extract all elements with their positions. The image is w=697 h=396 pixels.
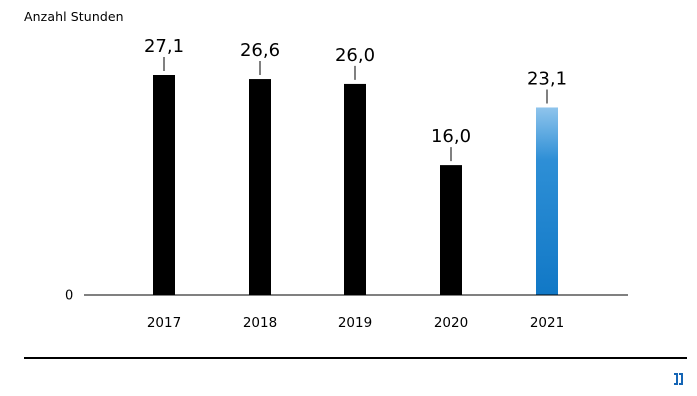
bar-2019 [344, 83, 366, 295]
bar-2021 [536, 107, 558, 296]
value-label-2021: 23,1 [527, 68, 567, 89]
bracket-icon [674, 373, 683, 385]
bar-2018 [249, 79, 271, 295]
bars-group [153, 75, 558, 296]
value-labels-group: 27,1 26,6 26,0 16,0 23,1 [144, 36, 567, 147]
leader-lines-group [163, 57, 548, 162]
y-axis-label: Anzahl Stunden [24, 9, 124, 24]
value-label-2019: 26,0 [335, 45, 375, 66]
x-tick-label-2017: 2017 [147, 315, 181, 331]
y-tick-label-0: 0 [65, 289, 73, 304]
x-tick-labels-group: 2017 2018 2019 2020 2021 [147, 315, 564, 331]
value-label-2018: 26,6 [240, 40, 280, 61]
x-tick-label-2018: 2018 [243, 315, 277, 331]
value-label-2017: 27,1 [144, 36, 184, 57]
x-tick-label-2021: 2021 [530, 315, 564, 331]
value-label-2020: 16,0 [431, 126, 471, 147]
bar-2020 [440, 165, 462, 295]
x-tick-label-2019: 2019 [338, 315, 372, 331]
bar-2017 [153, 75, 175, 295]
footer-divider [24, 357, 687, 359]
x-tick-label-2020: 2020 [434, 315, 468, 331]
